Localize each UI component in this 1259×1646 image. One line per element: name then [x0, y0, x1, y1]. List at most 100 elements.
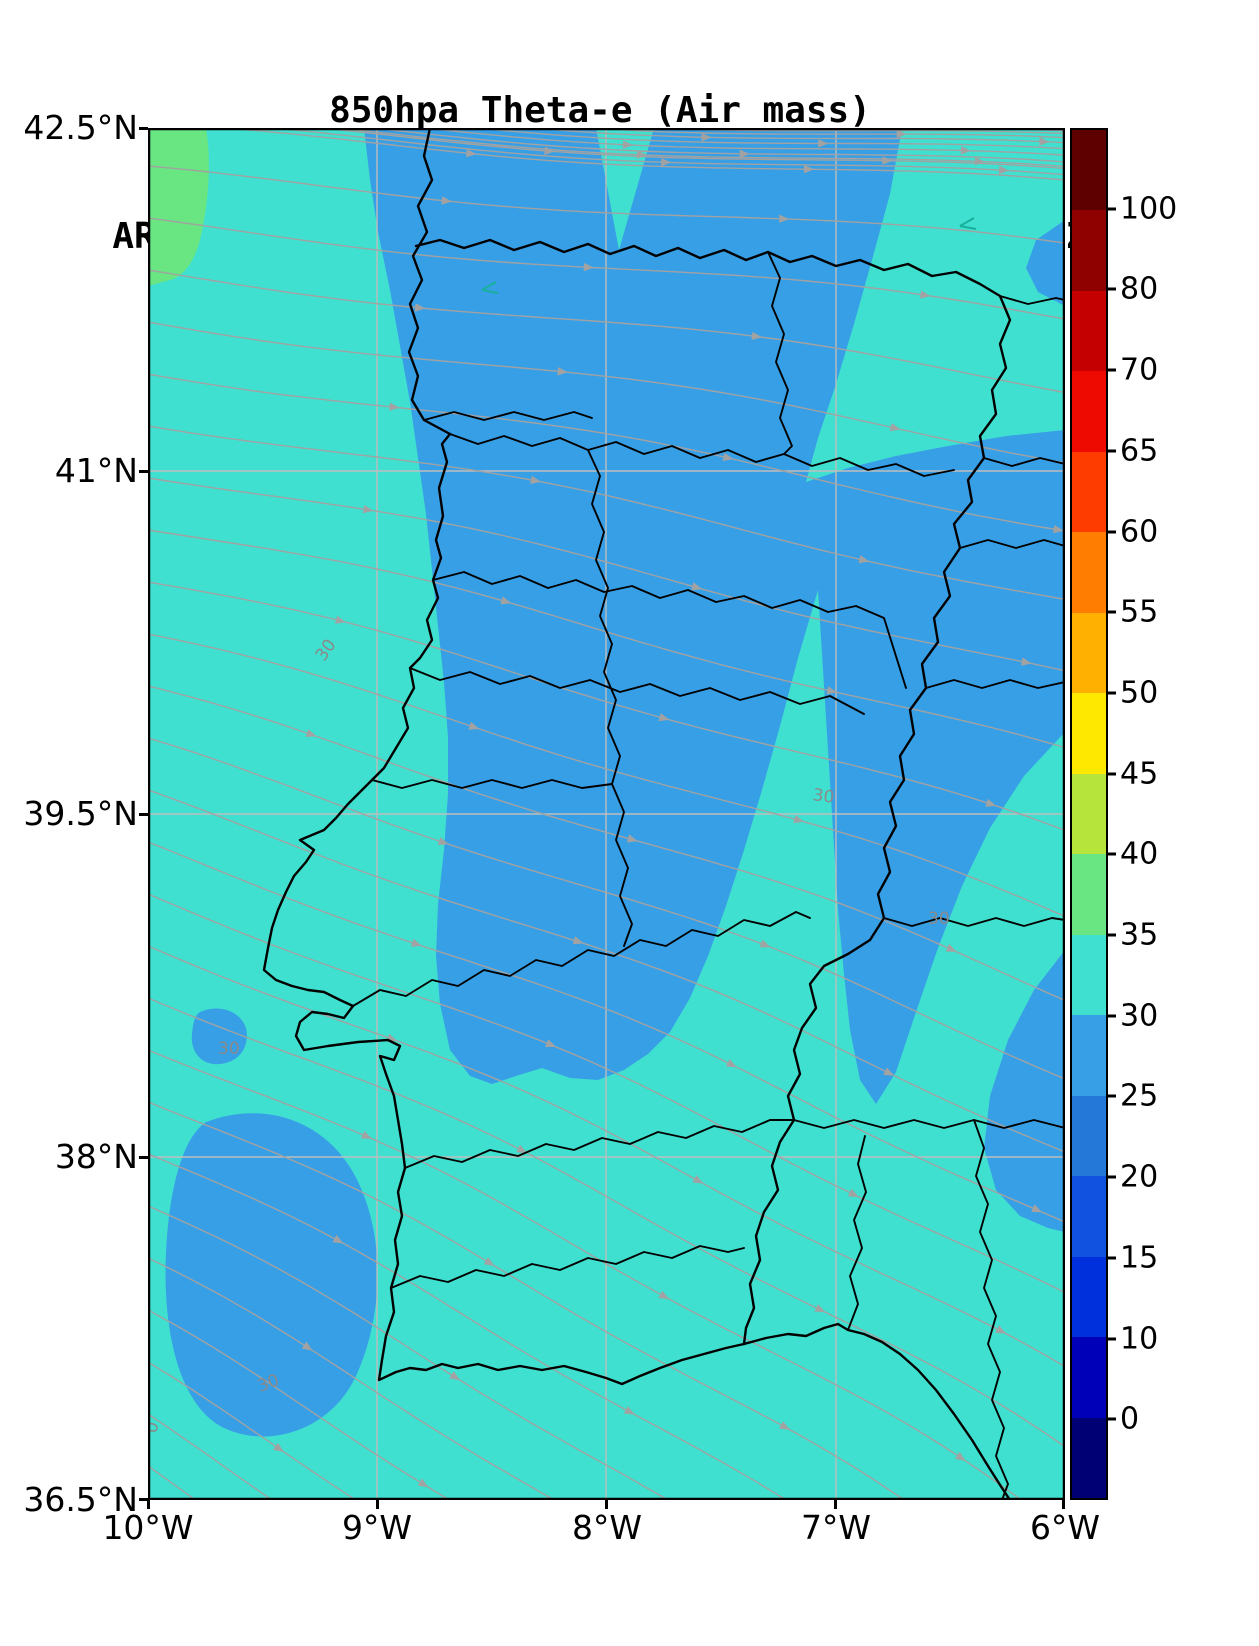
- y-tick-mark: [139, 470, 148, 473]
- streamline-arrow: [1031, 1204, 1043, 1213]
- streamline-arrow: [410, 938, 422, 947]
- colorbar-tick-label: 60: [1120, 514, 1159, 550]
- colorbar-segment: [1072, 854, 1106, 935]
- streamline: [148, 737, 1065, 1080]
- colorbar-tick-mark: [1108, 530, 1116, 534]
- x-tick-label-8W: 8°W: [571, 1508, 643, 1547]
- district-boundary: [423, 411, 593, 421]
- streamline: [216, 128, 1065, 181]
- colorbar-segment: [1072, 1015, 1106, 1096]
- streamline: [148, 529, 1065, 749]
- streamline-arrow: [896, 129, 907, 139]
- x-tick-mark: [1062, 1500, 1065, 1509]
- streamline-arrow: [530, 475, 541, 484]
- colorbar-tick-mark: [1108, 1094, 1116, 1098]
- streamline-arrow: [722, 452, 734, 461]
- streamline-arrow: [691, 582, 703, 591]
- colorbar-tick-label: 15: [1120, 1240, 1159, 1276]
- streamline: [148, 581, 1065, 832]
- streamline-arrow: [985, 798, 997, 807]
- streamline: [148, 1361, 358, 1500]
- wind-barb-artifact: [959, 217, 977, 230]
- streamline-arrow: [692, 1175, 704, 1184]
- colorbar-tick-label: 10: [1120, 1321, 1159, 1357]
- x-tick-label-6W: 6°W: [1029, 1508, 1101, 1547]
- colorbar-tick-mark: [1108, 610, 1116, 614]
- streamline: [148, 1205, 670, 1500]
- colorbar-tick-mark: [1108, 1014, 1116, 1018]
- colorbar-tick-mark: [1108, 449, 1116, 453]
- streamline-arrow: [545, 1039, 557, 1047]
- streamline-arrow: [544, 146, 555, 155]
- fill-band-25-30-right-streak: [984, 950, 1065, 1232]
- streamline-arrow: [362, 505, 374, 514]
- y-tick-label-36-5N: 36.5°N: [23, 1480, 138, 1519]
- streamline-arrow: [847, 1188, 859, 1197]
- streamline-arrow: [414, 303, 426, 312]
- x-tick-label-10W: 10°W: [102, 1508, 194, 1547]
- streamline: [365, 128, 1065, 163]
- streamline-arrow: [779, 214, 790, 223]
- colorbar-segment: [1072, 934, 1106, 1016]
- streamline-arrow: [389, 402, 400, 411]
- district-boundary: [587, 449, 633, 947]
- colorbar-segment: [1072, 130, 1106, 211]
- y-tick-mark: [139, 1498, 148, 1501]
- streamline: [148, 425, 1065, 601]
- streamline: [148, 1257, 556, 1500]
- colorbar-segment: [1072, 612, 1106, 694]
- streamline-arrow: [361, 1130, 372, 1139]
- x-tick-mark: [834, 1500, 837, 1509]
- x-tick-label-9W: 9°W: [341, 1508, 413, 1547]
- streamline-arrow: [882, 156, 893, 165]
- streamline-arrow: [335, 615, 346, 624]
- colorbar-segment: [1072, 1095, 1106, 1177]
- province-boundary-spain: [983, 457, 1065, 467]
- y-tick-mark: [139, 813, 148, 816]
- streamline-arrow: [273, 1442, 284, 1452]
- contour-label: 30: [811, 785, 835, 808]
- province-boundary-spain: [925, 679, 1065, 689]
- colorbar-segment: [1072, 1337, 1106, 1418]
- streamline-arrow: [725, 1059, 737, 1068]
- streamline-arrow: [441, 196, 452, 205]
- colorbar-segment: [1072, 1176, 1106, 1257]
- province-boundary-spain: [973, 1119, 1009, 1500]
- district-boundary: [390, 1245, 745, 1289]
- streamline-arrow: [701, 133, 712, 142]
- district-boundary: [352, 911, 811, 1007]
- streamline-arrow: [998, 165, 1010, 175]
- colorbar-tick-label: 30: [1120, 998, 1159, 1034]
- streamline-arrow: [661, 158, 672, 167]
- colorbar-tick-mark: [1108, 933, 1116, 937]
- colorbar-tick-label: 35: [1120, 917, 1159, 953]
- streamline-arrow: [960, 146, 972, 155]
- colorbar-segment: [1072, 532, 1106, 613]
- x-tick-label-7W: 7°W: [800, 1508, 872, 1547]
- streamline-arrow: [516, 1144, 528, 1154]
- colorbar-tick-label: 40: [1120, 836, 1159, 872]
- streamline-arrow: [1020, 657, 1032, 666]
- axes-frame: [148, 128, 1065, 1500]
- colorbar-tick-mark: [1108, 1337, 1116, 1341]
- colorbar-tick-label: 65: [1120, 433, 1159, 469]
- fill-band-25-30-small-coastal-blob: [191, 1008, 247, 1065]
- streamline: [148, 1309, 451, 1500]
- y-tick-mark: [139, 127, 148, 130]
- fill-band-25-30-southwest-blob: [165, 1113, 378, 1437]
- colorbar-tick-label: 100: [1120, 191, 1178, 227]
- colorbar-tick-mark: [1108, 1256, 1116, 1260]
- colorbar-tick-label: 55: [1120, 594, 1159, 630]
- streamline-arrow: [332, 1234, 344, 1244]
- streamline: [148, 477, 1065, 672]
- streamline: [148, 269, 1065, 394]
- streamline-arrow: [305, 729, 317, 737]
- province-boundary-spain: [793, 1119, 1065, 1129]
- streamline: [148, 1101, 906, 1500]
- streamline: [148, 789, 1065, 1153]
- streamline: [579, 128, 1065, 139]
- district-boundary: [432, 571, 907, 689]
- streamline: [148, 373, 1065, 532]
- streamline-arrow: [449, 1371, 461, 1381]
- district-boundary: [409, 667, 865, 715]
